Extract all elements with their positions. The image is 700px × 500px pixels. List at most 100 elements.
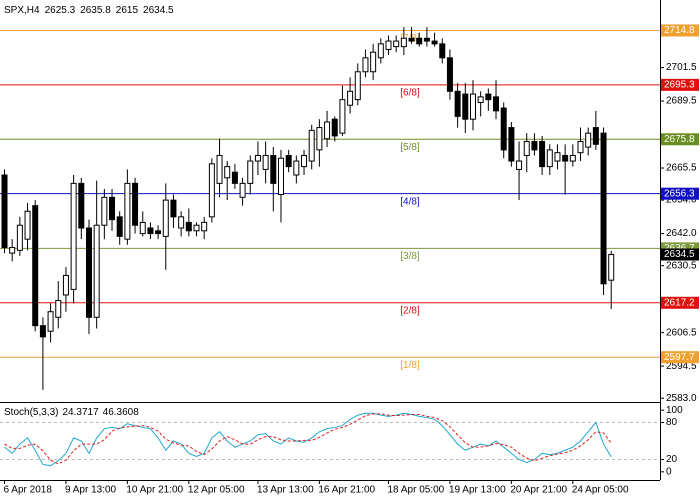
candle-body [600, 132, 607, 285]
candle-body [370, 51, 377, 73]
candle-body [400, 37, 407, 48]
candle-body [416, 37, 423, 45]
level-price-box [661, 24, 699, 37]
candle-body [446, 57, 453, 92]
candle-body [516, 160, 523, 170]
level-price-label: 2597.7 [664, 352, 695, 363]
stoch-value: 46.3608 [103, 407, 140, 418]
candle-body [377, 43, 384, 59]
level-price-box [661, 78, 699, 91]
level-label: [6/8] [400, 88, 420, 99]
candle-body [101, 196, 108, 226]
candle-body [9, 247, 16, 254]
candle-body [608, 254, 615, 281]
y-tick-label: 100 [666, 405, 683, 416]
symbol: SPX,H4 [4, 5, 40, 16]
candle-body [393, 40, 400, 48]
candle-body [170, 199, 177, 218]
candle-body [216, 154, 223, 184]
candle-body [462, 93, 469, 120]
y-tick-label: 2689.5 [666, 96, 697, 107]
header-high: 2635.8 [80, 5, 111, 16]
level-price-label: 2714.8 [664, 25, 695, 36]
header-open: 2625.3 [45, 5, 76, 16]
y-tick-label: 20 [666, 454, 678, 465]
candle-body [78, 182, 85, 229]
candle-body [439, 43, 446, 59]
candle-body [239, 182, 246, 198]
x-tick-label: 13 Apr 13:00 [257, 485, 314, 496]
x-tick-label: 6 Apr 2018 [4, 485, 53, 496]
candle-body [109, 196, 116, 221]
stoch-line [4, 413, 612, 465]
candle-body [24, 210, 31, 240]
candle-body [39, 325, 46, 338]
candle-body [208, 163, 215, 218]
x-tick-label: 19 Apr 13:00 [449, 485, 506, 496]
candle-body [55, 300, 62, 318]
stoch-title: Stoch(5,3,3) [4, 407, 58, 418]
candle-body [408, 37, 415, 42]
level-price-box [661, 351, 699, 364]
x-tick-label: 24 Apr 05:00 [572, 485, 629, 496]
y-tick-label: 2654.0 [666, 195, 697, 206]
level-price-label: 2656.3 [664, 188, 695, 199]
candle-body [93, 224, 100, 318]
header-low: 2615 [116, 5, 139, 16]
candle-body [178, 216, 185, 229]
candle-body [277, 157, 284, 196]
candle-body [531, 141, 538, 151]
candle-body [569, 154, 576, 162]
candle-body [132, 182, 139, 226]
candle-body [500, 107, 507, 151]
candle-body [162, 199, 169, 237]
candle-body [385, 40, 392, 50]
chart-header: SPX,H4 2625.3 2635.8 2615 2634.5 [4, 5, 174, 16]
x-tick-label: 12 Apr 05:00 [188, 485, 245, 496]
level-price-label: 2617.2 [664, 297, 695, 308]
level-price-label: 2675.8 [664, 134, 695, 145]
candle-body [85, 227, 92, 318]
candle-body [539, 141, 546, 168]
candle-body [262, 154, 269, 170]
x-tick-label: 10 Apr 21:00 [126, 485, 183, 496]
level-label: [2/8] [400, 305, 420, 316]
candle-body [1, 174, 8, 249]
level-label: [4/8] [400, 196, 420, 207]
level-price-box [661, 187, 699, 200]
candle-body [585, 132, 592, 148]
y-tick-label: 2665.5 [666, 163, 697, 174]
candle-body [285, 154, 292, 168]
candle-body [62, 274, 69, 296]
x-tick-label: 16 Apr 21:00 [318, 485, 375, 496]
candle-body [16, 224, 23, 251]
candle-body [32, 205, 39, 327]
stoch-value: 24.3717 [62, 407, 99, 418]
candle-body [508, 127, 515, 162]
candle-body [423, 37, 430, 42]
candle-body [347, 90, 354, 106]
candle-body [454, 90, 461, 117]
candle-body [554, 152, 561, 162]
level-label: [1/8] [400, 360, 420, 371]
current-price-label: 2634.5 [664, 249, 695, 260]
y-tick-label: 0 [666, 466, 672, 477]
candle-body [231, 171, 238, 184]
candle-body [147, 227, 154, 235]
candle-body [354, 71, 361, 101]
candle-body [155, 230, 162, 235]
y-tick-label: 2583.0 [666, 393, 697, 404]
candle-body [139, 221, 146, 235]
level-price-box [661, 296, 699, 309]
candle-body [331, 118, 338, 137]
candle-body [469, 93, 476, 120]
candle-body [362, 57, 369, 73]
x-tick-label: 18 Apr 05:00 [388, 485, 445, 496]
candle-body [493, 96, 500, 112]
y-tick-label: 2701.5 [666, 62, 697, 73]
candle-body [70, 182, 77, 290]
candle-body [431, 40, 438, 45]
level-label: [3/8] [400, 251, 420, 262]
